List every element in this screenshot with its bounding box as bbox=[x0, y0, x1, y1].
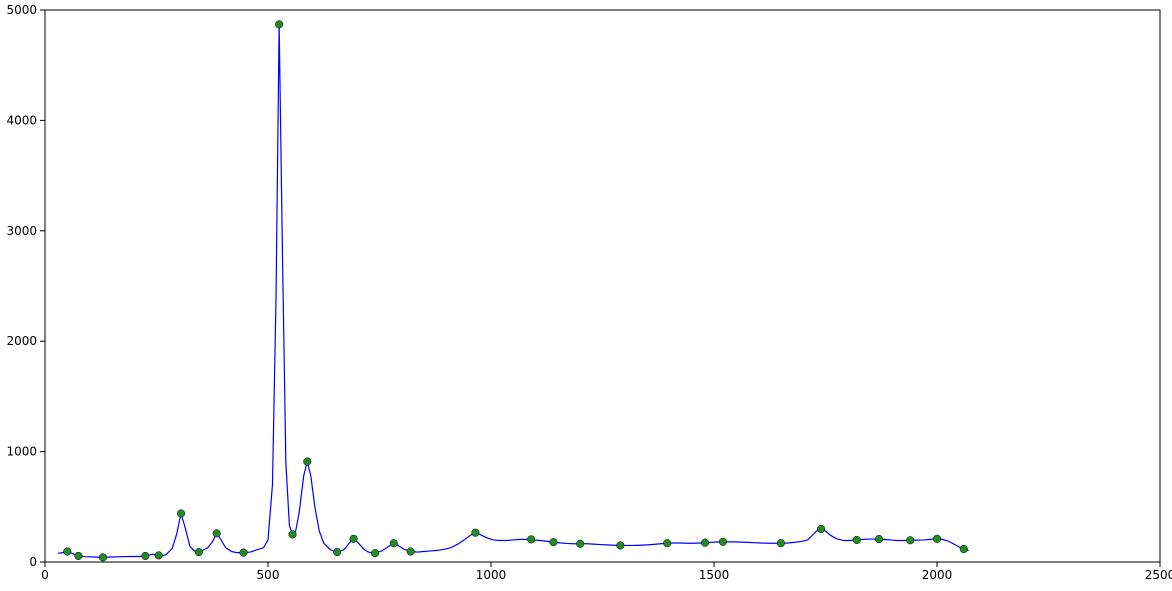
peak-marker bbox=[617, 542, 625, 550]
chart-svg: 0 500 1000 1500 2000 2500 0 1000 2000 3000 4000 500… bbox=[0, 0, 1172, 591]
peak-marker bbox=[390, 539, 398, 547]
peak-marker bbox=[663, 539, 671, 547]
peak-marker bbox=[550, 538, 558, 546]
x-tick-label: 2000 bbox=[922, 568, 953, 582]
spectrum-line-chart: 0 500 1000 1500 2000 2500 0 1000 2000 3000 4000 500… bbox=[0, 0, 1172, 591]
peak-marker bbox=[142, 552, 150, 560]
peak-marker bbox=[527, 536, 535, 544]
y-tick-label: 0 bbox=[29, 555, 37, 569]
peak-marker bbox=[853, 536, 861, 544]
y-tick-label: 1000 bbox=[6, 445, 37, 459]
plot-frame bbox=[45, 10, 1160, 562]
y-tick-label: 4000 bbox=[6, 113, 37, 127]
x-tick-label: 2500 bbox=[1145, 568, 1172, 582]
peak-marker bbox=[407, 548, 415, 556]
peak-marker bbox=[333, 548, 341, 556]
peak-marker bbox=[240, 549, 248, 557]
peak-marker bbox=[906, 536, 914, 544]
peak-marker bbox=[701, 539, 709, 547]
peak-marker bbox=[817, 525, 825, 533]
peak-marker bbox=[155, 552, 163, 560]
peak-marker bbox=[350, 535, 358, 543]
peak-marker bbox=[289, 531, 297, 539]
peak-marker bbox=[576, 540, 584, 548]
peak-marker bbox=[719, 538, 727, 546]
peak-marker bbox=[64, 548, 72, 556]
x-tick-label: 1000 bbox=[476, 568, 507, 582]
peak-marker bbox=[195, 548, 203, 556]
y-tick-label: 2000 bbox=[6, 334, 37, 348]
spectrum-line bbox=[58, 24, 968, 557]
peak-marker bbox=[303, 458, 311, 466]
peak-marker bbox=[933, 535, 941, 543]
peak-marker bbox=[213, 529, 221, 537]
x-tick-label: 500 bbox=[257, 568, 280, 582]
y-tick-label: 3000 bbox=[6, 224, 37, 238]
peak-marker bbox=[960, 545, 968, 553]
peak-marker bbox=[99, 554, 107, 562]
x-tick-label: 1500 bbox=[699, 568, 730, 582]
peak-marker bbox=[275, 21, 283, 29]
y-tick-label: 5000 bbox=[6, 3, 37, 17]
peak-marker bbox=[875, 535, 883, 543]
x-tick-label: 0 bbox=[41, 568, 49, 582]
peak-marker bbox=[777, 539, 785, 547]
peak-marker bbox=[472, 529, 480, 537]
peak-marker bbox=[75, 552, 83, 560]
peak-marker bbox=[371, 549, 379, 557]
peak-marker bbox=[177, 510, 185, 518]
